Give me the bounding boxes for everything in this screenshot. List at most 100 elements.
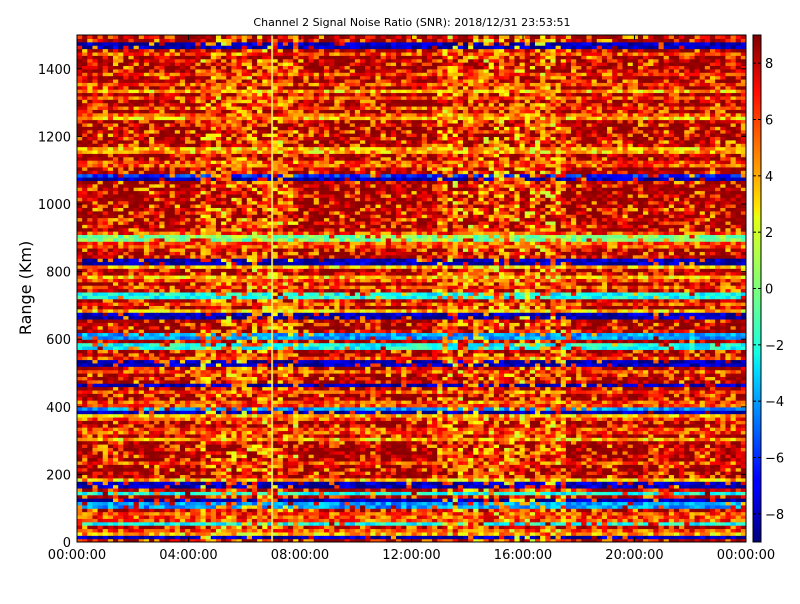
heatmap-cell	[185, 457, 191, 462]
heatmap-cell	[277, 504, 284, 509]
heatmap-cell	[200, 460, 207, 465]
heatmap-cell	[663, 525, 670, 530]
heatmap-cell	[720, 538, 727, 542]
heatmap-cell	[504, 491, 510, 496]
heatmap-cell	[555, 508, 562, 513]
heatmap-cell	[725, 464, 732, 469]
heatmap-cell	[509, 447, 516, 452]
heatmap-cell	[663, 521, 670, 526]
heatmap-cell	[607, 514, 613, 519]
heatmap-cell	[159, 511, 166, 516]
heatmap-cell	[519, 464, 526, 469]
heatmap-cell	[663, 528, 670, 533]
heatmap-cell	[287, 467, 294, 472]
heatmap-cell	[421, 511, 428, 516]
heatmap-cell	[226, 477, 232, 482]
heatmap-cell	[149, 521, 155, 526]
heatmap-cell	[617, 494, 624, 499]
heatmap-cell	[390, 467, 397, 472]
heatmap-cell	[462, 440, 469, 445]
heatmap-cell	[179, 450, 186, 455]
heatmap-cell	[324, 514, 330, 519]
heatmap-cell	[401, 471, 407, 475]
heatmap-cell	[622, 535, 629, 540]
heatmap-cell	[360, 528, 366, 533]
heatmap-cell	[370, 504, 377, 509]
heatmap-cell	[97, 531, 104, 536]
heatmap-cell	[82, 460, 88, 465]
heatmap-cell	[205, 467, 212, 472]
heatmap-cell	[380, 504, 387, 509]
heatmap-cell	[699, 518, 706, 523]
heatmap-cell	[226, 454, 232, 459]
heatmap-cell	[324, 450, 330, 455]
heatmap-cell	[272, 518, 279, 523]
heatmap-cell	[411, 481, 418, 486]
heatmap-cell	[643, 467, 649, 472]
heatmap-cell	[637, 511, 644, 516]
heatmap-cell	[190, 477, 196, 482]
heatmap-cell	[715, 484, 721, 489]
heatmap-cell	[668, 481, 675, 486]
heatmap-cell	[313, 464, 320, 469]
heatmap-cell	[293, 484, 299, 489]
heatmap-cell	[401, 481, 407, 486]
heatmap-cell	[442, 437, 449, 442]
heatmap-cell	[730, 467, 737, 472]
heatmap-cell	[715, 447, 721, 452]
heatmap-cell	[293, 525, 299, 530]
heatmap-cell	[287, 460, 294, 465]
heatmap-cell	[653, 518, 660, 523]
heatmap-cell	[118, 528, 124, 533]
heatmap-cell	[282, 501, 289, 506]
heatmap-cell	[262, 498, 269, 503]
heatmap-cell	[622, 521, 629, 526]
heatmap-cell	[272, 494, 279, 499]
heatmap-cell	[663, 450, 670, 455]
heatmap-cell	[251, 471, 258, 475]
heatmap-cell	[308, 538, 315, 542]
heatmap-cell	[349, 511, 356, 516]
heatmap-cell	[390, 535, 397, 540]
heatmap-cell	[540, 535, 546, 540]
heatmap-cell	[334, 514, 341, 519]
heatmap-cell	[380, 484, 387, 489]
heatmap-cell	[509, 521, 516, 526]
heatmap-cell	[560, 528, 567, 533]
heatmap-cell	[303, 460, 310, 465]
heatmap-cell	[452, 521, 459, 526]
heatmap-cell	[77, 457, 83, 462]
heatmap-cell	[138, 525, 145, 530]
heatmap-cell	[313, 518, 320, 523]
heatmap-cell	[287, 443, 294, 448]
heatmap-cell	[272, 440, 279, 445]
heatmap-cell	[612, 538, 618, 542]
heatmap-cell	[344, 494, 351, 499]
heatmap-cell	[215, 440, 222, 445]
heatmap-cell	[483, 437, 490, 442]
heatmap-cell	[154, 504, 160, 509]
heatmap-cell	[540, 491, 546, 496]
heatmap-cell	[540, 487, 546, 492]
heatmap-cell	[519, 447, 526, 452]
heatmap-cell	[123, 514, 130, 519]
heatmap-cell	[462, 443, 469, 448]
heatmap-cell	[107, 454, 114, 459]
heatmap-cell	[246, 484, 253, 489]
heatmap-cell	[622, 538, 629, 542]
heatmap-cell	[282, 487, 289, 492]
heatmap-cell	[293, 474, 299, 479]
heatmap-cell	[308, 460, 315, 465]
heatmap-cell	[720, 460, 727, 465]
heatmap-cell	[673, 538, 680, 542]
heatmap-cell	[648, 514, 654, 519]
heatmap-cell	[370, 501, 377, 506]
heatmap-cell	[396, 477, 402, 482]
heatmap-cell	[303, 518, 310, 523]
heatmap-cell	[133, 484, 140, 489]
heatmap-cell	[730, 464, 737, 469]
heatmap-cell	[462, 491, 469, 496]
heatmap-cell	[694, 535, 701, 540]
heatmap-cell	[169, 447, 176, 452]
heatmap-cell	[447, 481, 454, 486]
